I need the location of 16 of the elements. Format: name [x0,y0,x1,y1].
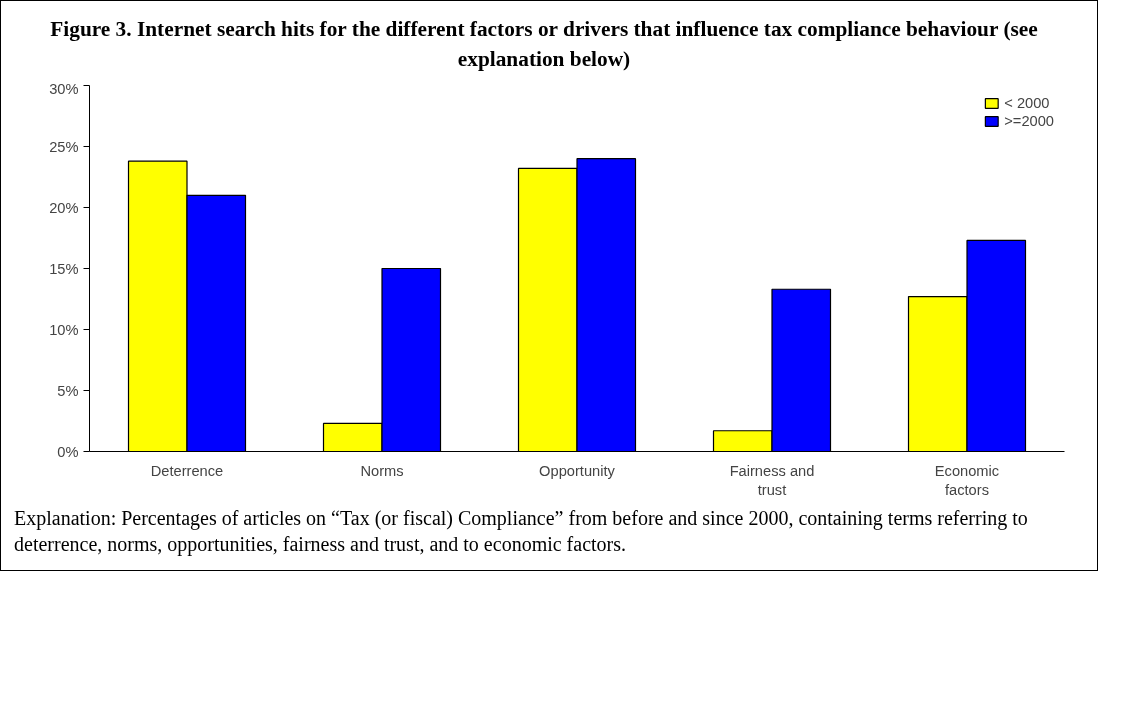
legend-label: < 2000 [1004,94,1050,111]
y-tick-label: 20% [49,199,79,216]
x-tick-label: Economic factors [934,462,1000,498]
x-tick-label: Deterrence [150,462,224,479]
x-tick-label: Fairness and trust [729,462,815,498]
legend-label: >=2000 [1004,112,1054,129]
text: Explanation: Percentages of articles on “Tax (or fiscal) Compliance” from before and since 2000, containing terms referring to deterrence, norms, opportunities, fairness and trust, and to economic factors. [14,505,1029,557]
y-tick-label: 25% [49,138,79,155]
x-tick-label: Norms [360,462,404,479]
y-tick-label: 30% [49,80,79,97]
chart-title: Figure 3. Internet search hits for the different factors or drivers that influence tax compliance behaviour (see explanation below) [49,16,1039,74]
y-tick-label: 0% [57,443,79,460]
y-tick-label: 5% [57,382,79,399]
y-tick-label: 10% [49,321,79,338]
x-tick-label: Opportunity [539,462,616,479]
y-tick-label: 15% [49,260,79,277]
